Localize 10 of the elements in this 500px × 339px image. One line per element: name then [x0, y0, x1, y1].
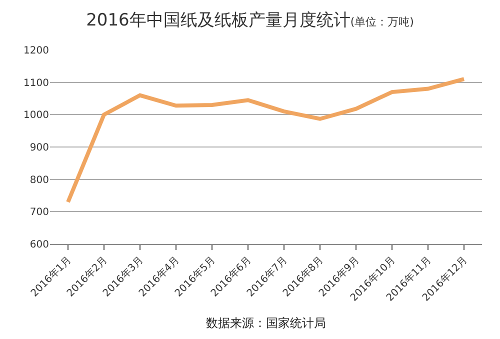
source-note: 数据来源：国家统计局 — [206, 316, 326, 330]
chart-subtitle: (单位：万吨) — [350, 15, 414, 28]
y-tick-label: 1200 — [24, 46, 49, 56]
line-series — [66, 77, 466, 204]
y-tick-label: 700 — [30, 207, 49, 218]
y-tick-label: 1100 — [24, 78, 49, 89]
y-tick-label: 900 — [30, 142, 49, 154]
y-tick-label: 1000 — [24, 110, 49, 122]
y-tick-label: 800 — [30, 174, 49, 186]
y-tick-label: 600 — [30, 240, 49, 250]
